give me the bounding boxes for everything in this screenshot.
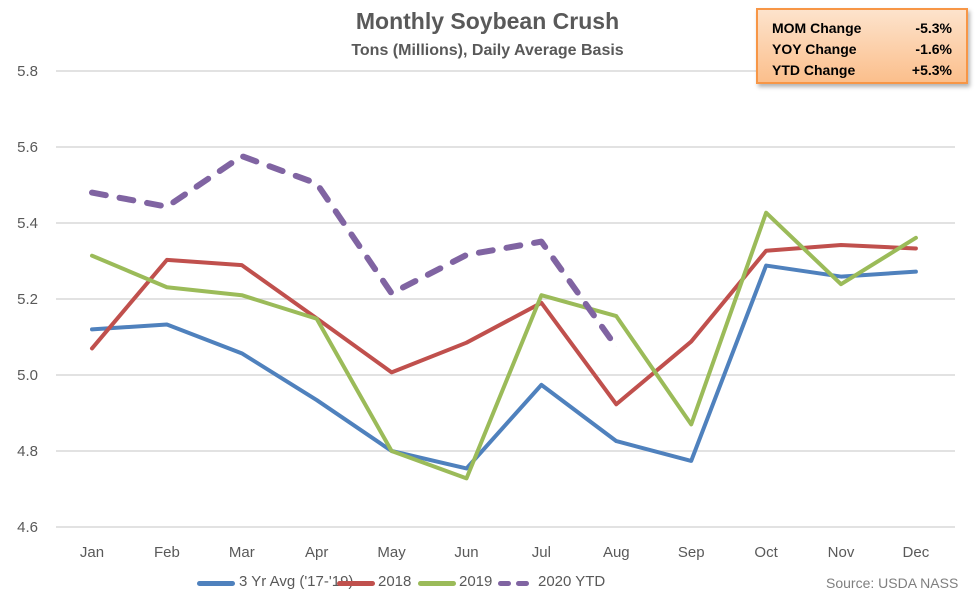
y-tick-label: 5.6: [17, 139, 38, 156]
legend-swatch: [197, 581, 235, 586]
y-tick-label: 4.6: [17, 519, 38, 536]
legend-swatch: [516, 581, 529, 586]
x-tick-label: Mar: [229, 544, 255, 561]
x-tick-label: Sep: [678, 544, 705, 561]
chart-subtitle: Tons (Millions), Daily Average Basis: [351, 42, 624, 59]
change-summary-box: MOM Change -5.3% YOY Change -1.6% YTD Ch…: [756, 8, 968, 84]
x-tick-label: Jul: [532, 544, 551, 561]
y-tick-label: 5.8: [17, 63, 38, 80]
legend-item-2020-ytd: 2020 YTD: [498, 573, 605, 590]
x-tick-label: Aug: [603, 544, 630, 561]
chart-title: Monthly Soybean Crush: [355, 8, 620, 34]
legend-swatch: [418, 581, 456, 586]
series-line-2019: [90, 210, 918, 481]
y-tick-label: 5.0: [17, 367, 38, 384]
x-tick-label: Nov: [828, 544, 855, 561]
legend-item-2018: 2018: [337, 573, 411, 590]
x-tick-label: Jun: [454, 544, 478, 561]
legend-label: 2018: [378, 573, 412, 590]
y-tick-label: 4.8: [17, 443, 38, 460]
legend-item-3yr-avg: 3 Yr Avg ('17-'19): [197, 573, 353, 590]
summary-value: -5.3%: [915, 20, 952, 36]
series-line-2018: [90, 243, 918, 407]
summary-value: -1.6%: [915, 41, 952, 57]
legend-swatch: [498, 581, 511, 586]
legend-label: 2019: [459, 573, 493, 590]
x-tick-label: Jan: [80, 544, 104, 561]
legend-item-2019: 2019: [418, 573, 492, 590]
summary-value: +5.3%: [911, 62, 952, 78]
summary-row-ytd: YTD Change +5.3%: [772, 62, 952, 78]
series-line-3-yr-avg-17-19: [90, 263, 918, 471]
y-tick-label: 5.2: [17, 291, 38, 308]
x-tick-label: Feb: [154, 544, 180, 561]
summary-label: YTD Change: [772, 62, 856, 78]
legend-label: 3 Yr Avg ('17-'19): [239, 573, 354, 590]
legend-label: 2020 YTD: [538, 573, 606, 590]
x-tick-label: Apr: [305, 544, 328, 561]
series-line-2020-ytd: [89, 153, 620, 350]
x-tick-label: Oct: [754, 544, 778, 561]
y-tick-label: 5.4: [17, 215, 38, 232]
summary-label: MOM Change: [772, 20, 862, 36]
summary-label: YOY Change: [772, 41, 857, 57]
legend-swatch: [337, 581, 375, 586]
summary-row-yoy: YOY Change -1.6%: [772, 41, 952, 57]
source-note: Source: USDA NASS: [826, 575, 959, 591]
x-tick-label: Dec: [903, 544, 930, 561]
x-tick-label: May: [377, 544, 406, 561]
summary-row-mom: MOM Change -5.3%: [772, 20, 952, 36]
